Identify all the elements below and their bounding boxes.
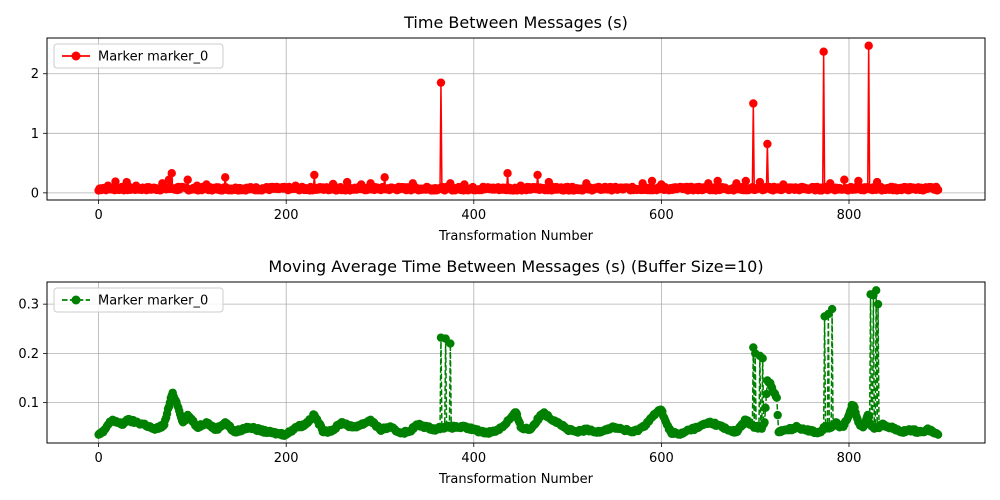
y-tick-label: 0.2: [18, 347, 39, 362]
y-tick-label: 0.3: [18, 298, 39, 313]
data-point: [749, 99, 758, 108]
x-tick-label: 600: [649, 208, 674, 223]
x-tick-label: 400: [461, 208, 486, 223]
chart-1: 0 200 400 600 800 0.1 0.2 0.3 Moving Average Tim…: [18, 257, 986, 487]
x-tick-label: 200: [274, 208, 299, 223]
data-point: [741, 176, 751, 186]
data-point: [773, 410, 782, 420]
data-point: [436, 78, 446, 87]
y-tick-label: 0: [31, 186, 39, 201]
data-point: [933, 430, 943, 439]
series-0: [94, 41, 943, 195]
data-point: [933, 185, 943, 195]
data-point: [760, 418, 769, 427]
x-tick-label: 800: [837, 208, 862, 223]
data-point: [503, 169, 512, 178]
legend-swatch-marker: [71, 51, 81, 61]
data-point: [533, 170, 542, 180]
data-point: [183, 175, 192, 184]
x-tick-label: 200: [274, 451, 299, 466]
axes-frame: [46, 281, 986, 444]
chart-title: Time Between Messages (s): [403, 13, 628, 32]
data-point: [758, 354, 767, 363]
legend: Marker marker_0: [53, 43, 224, 69]
x-axis-label: Transformation Number: [438, 229, 594, 244]
data-point: [167, 169, 176, 178]
x-tick-label: 0: [94, 208, 102, 223]
legend-swatch-marker: [71, 295, 81, 305]
legend-box: [53, 287, 224, 313]
legend: Marker marker_0: [53, 287, 224, 313]
data-point: [310, 170, 319, 180]
data-point: [761, 403, 770, 413]
data-point: [763, 139, 772, 149]
x-tick-label: 600: [649, 451, 674, 466]
data-point: [827, 304, 837, 314]
legend-label: Marker marker_0: [98, 294, 208, 309]
x-tick-label: 400: [461, 451, 486, 466]
data-point: [772, 393, 781, 402]
data-point: [221, 173, 230, 182]
data-point: [873, 299, 883, 309]
series-line: [97, 45, 939, 194]
legend-label: Marker marker_0: [98, 50, 208, 65]
data-point: [380, 173, 389, 182]
data-point: [871, 286, 881, 295]
y-tick-label: 0.1: [18, 396, 39, 411]
data-point: [864, 41, 873, 50]
data-point: [647, 176, 657, 186]
y-tick-label: 2: [31, 67, 39, 82]
chart-title: Moving Average Time Between Messages (s)…: [268, 257, 763, 276]
series-0: [94, 286, 943, 440]
data-point: [819, 47, 828, 56]
data-point: [840, 175, 849, 184]
data-point: [111, 177, 120, 186]
data-point: [762, 389, 771, 399]
data-point: [446, 339, 455, 348]
x-axis-label: Transformation Number: [438, 472, 594, 487]
data-point: [713, 176, 722, 186]
legend-box: [53, 43, 224, 69]
data-point: [164, 175, 174, 184]
axes-frame: [46, 37, 986, 201]
x-tick-label: 800: [837, 451, 862, 466]
y-tick-label: 1: [31, 127, 39, 142]
x-tick-label: 0: [94, 451, 102, 466]
chart-0: 0 200 400 600 800 0 1 2 Time Between Messages (s…: [31, 13, 986, 244]
